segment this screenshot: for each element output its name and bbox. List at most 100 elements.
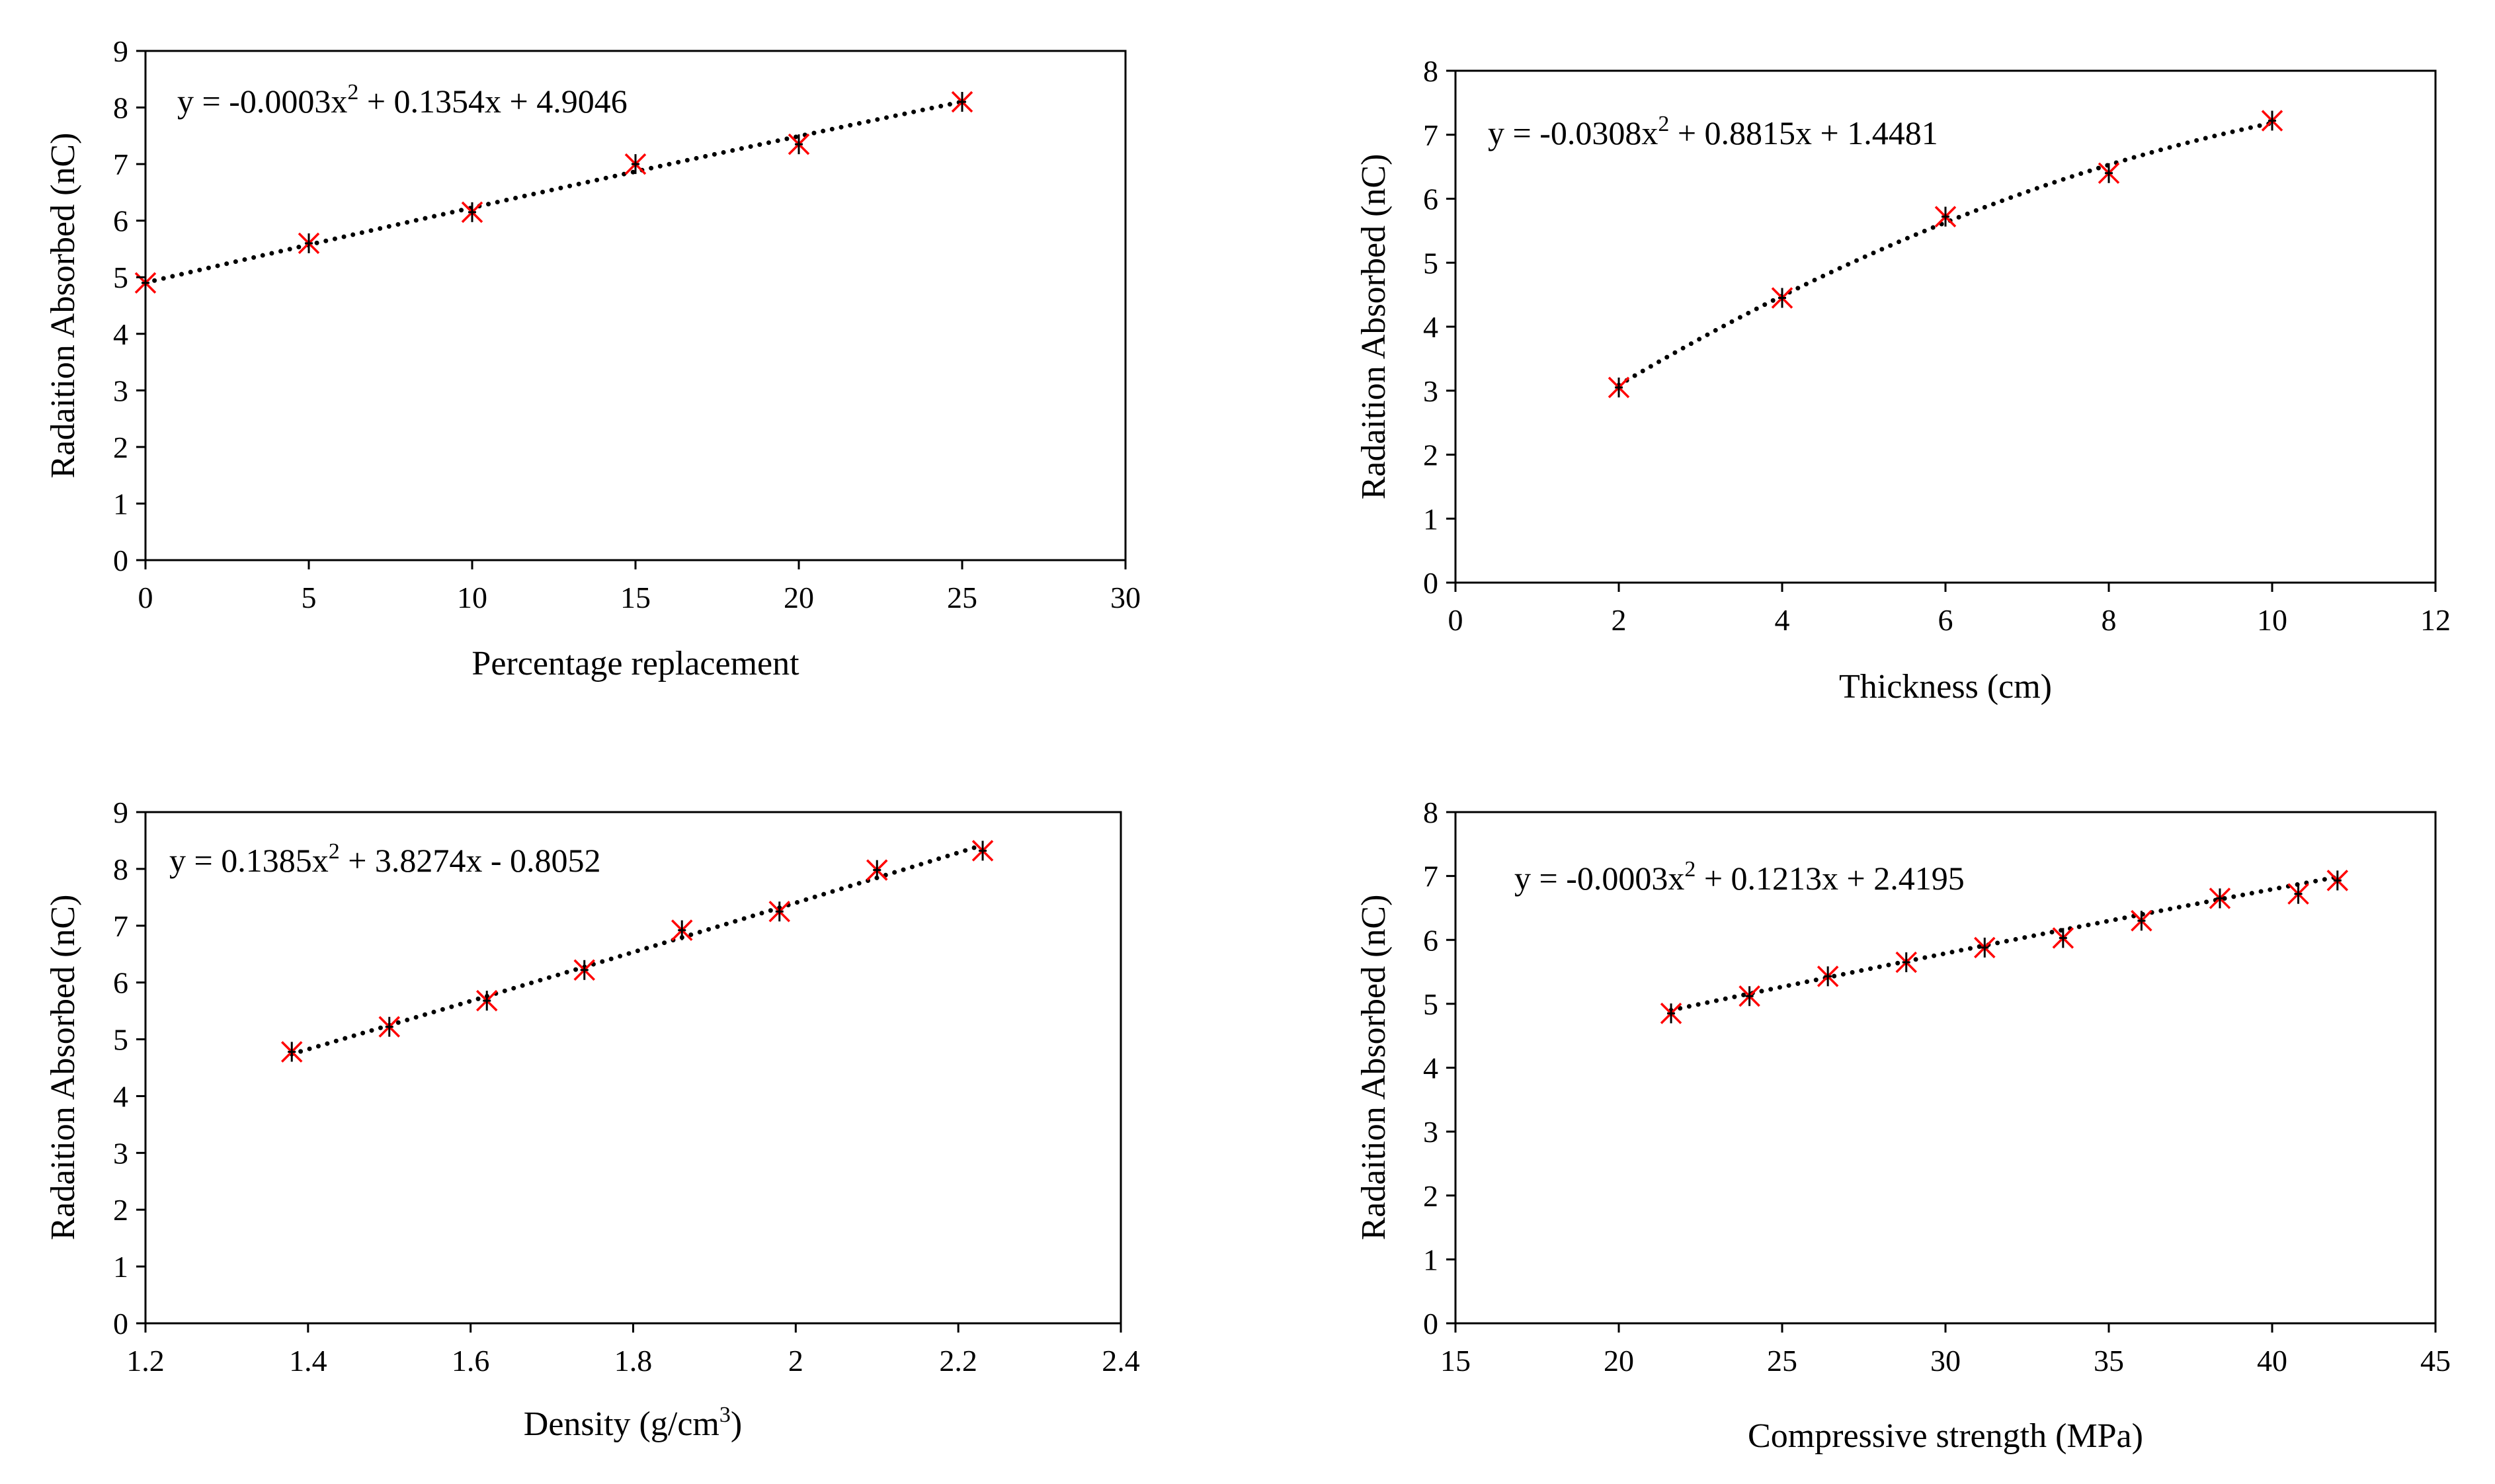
x-tick-label: 1.2 [126,1344,165,1378]
x-tick-label: 8 [2102,603,2117,637]
y-tick-label: 0 [1423,566,1438,600]
x-tick-label: 4 [1775,603,1790,637]
y-tick-label: 3 [113,1136,128,1170]
x-tick-label: 15 [1440,1344,1471,1378]
x-tick-label: 20 [784,581,814,614]
x-tick-label: 2 [788,1344,803,1378]
y-axis-title: Radaition Absorbed (nC) [1355,154,1393,500]
y-tick-label: 6 [113,966,128,1000]
data-point [2287,883,2309,905]
data-point [461,201,483,224]
y-tick-label: 1 [113,487,128,520]
data-point [788,133,810,155]
data-point [573,959,595,981]
data-point [866,859,888,881]
y-tick-label: 2 [113,1193,128,1227]
data-point [1974,936,1996,959]
y-tick-label: 8 [1423,54,1438,88]
x-tick-label: 12 [2420,603,2451,637]
x-tick-label: 1.4 [289,1344,327,1378]
x-tick-label: 5 [302,581,317,614]
x-tick-label: 35 [2094,1344,2124,1378]
y-tick-label: 2 [1423,1179,1438,1213]
y-axis-title: Radaition Absorbed (nC) [1355,895,1393,1241]
data-point [2052,927,2074,949]
data-point [1817,966,1839,987]
data-point [1771,287,1793,309]
x-axis-title: Compressive strength (MPa) [1748,1417,2143,1455]
y-tick-label: 4 [113,317,128,351]
y-tick-label: 5 [113,1023,128,1057]
x-tick-label: 0 [1448,603,1463,637]
data-point [1738,985,1760,1007]
data-point [2326,870,2349,891]
y-tick-label: 4 [1423,1051,1438,1085]
x-tick-label: 1.8 [614,1344,653,1378]
x-tick-label: 45 [2420,1344,2451,1378]
y-tick-label: 8 [113,852,128,886]
trendline [1668,874,2340,1013]
y-tick-label: 1 [1423,502,1438,536]
y-tick-label: 2 [1423,438,1438,472]
trendline [143,99,965,285]
x-tick-label: 0 [138,581,153,614]
y-tick-label: 1 [113,1250,128,1284]
x-tick-label: 25 [1767,1344,1797,1378]
trendline-equation: y = 0.1385x2 + 3.8274x - 0.8052 [169,839,601,879]
x-tick-label: 40 [2257,1344,2287,1378]
y-tick-label: 9 [113,34,128,68]
y-tick-label: 4 [113,1079,128,1113]
y-tick-label: 6 [1423,183,1438,216]
trendline-equation: y = -0.0003x2 + 0.1354x + 4.9046 [177,80,628,120]
data-point [971,840,994,862]
data-point [2098,162,2120,185]
x-axis-title: Density (g/cm3) [524,1403,742,1443]
x-tick-label: 2 [1612,603,1627,637]
y-tick-label: 9 [113,796,128,829]
y-tick-label: 6 [113,204,128,238]
y-tick-label: 8 [1423,796,1438,829]
x-tick-label: 15 [620,581,651,614]
y-tick-label: 4 [1423,310,1438,344]
data-point [2131,910,2152,932]
x-tick-label: 30 [1110,581,1141,614]
data-point [476,989,498,1012]
x-tick-label: 30 [1930,1344,1961,1378]
trendline [289,843,985,1057]
x-tick-label: 2.4 [1102,1344,1140,1378]
y-tick-label: 3 [1423,374,1438,408]
y-tick-label: 8 [113,91,128,125]
trendline-equation: y = -0.0003x2 + 0.1213x + 2.4195 [1514,857,1965,897]
x-tick-label: 25 [947,581,977,614]
x-tick-label: 10 [457,581,487,614]
y-tick-label: 0 [113,1307,128,1340]
chart-percentage-replacement: 0 5 10 15 20 25 30 0 1 2 3 4 5 6 7 8 9 y = -0.0003x2 + … [44,34,1141,682]
data-point [2261,110,2283,132]
x-tick-label: 10 [2257,603,2287,637]
data-point [1660,1003,1682,1024]
x-tick-label: 1.6 [452,1344,490,1378]
y-tick-label: 2 [113,431,128,464]
data-point [1895,951,1917,973]
y-tick-label: 3 [113,374,128,407]
y-tick-label: 0 [1423,1307,1438,1340]
data-point [298,232,320,255]
x-axis-title: Thickness (cm) [1839,668,2052,706]
y-tick-label: 7 [113,147,128,181]
x-tick-label: 2.2 [939,1344,977,1378]
chart-density: 1.2 1.4 1.6 1.8 2 2.2 2.4 0 1 2 3 4 5 6 7 8 9 y = 0.138… [44,796,1140,1443]
data-point [671,919,693,941]
data-point [281,1041,303,1063]
x-tick-label: 6 [1938,603,1953,637]
trendline-equation: y = -0.0308x2 + 0.8815x + 1.4481 [1488,112,1938,151]
data-point [1934,206,1957,227]
data-point [2209,887,2231,909]
data-point [378,1016,400,1038]
y-tick-label: 7 [113,909,128,943]
y-tick-label: 5 [1423,987,1438,1021]
data-point [624,153,647,175]
y-tick-label: 1 [1423,1243,1438,1276]
y-tick-label: 6 [1423,923,1438,957]
